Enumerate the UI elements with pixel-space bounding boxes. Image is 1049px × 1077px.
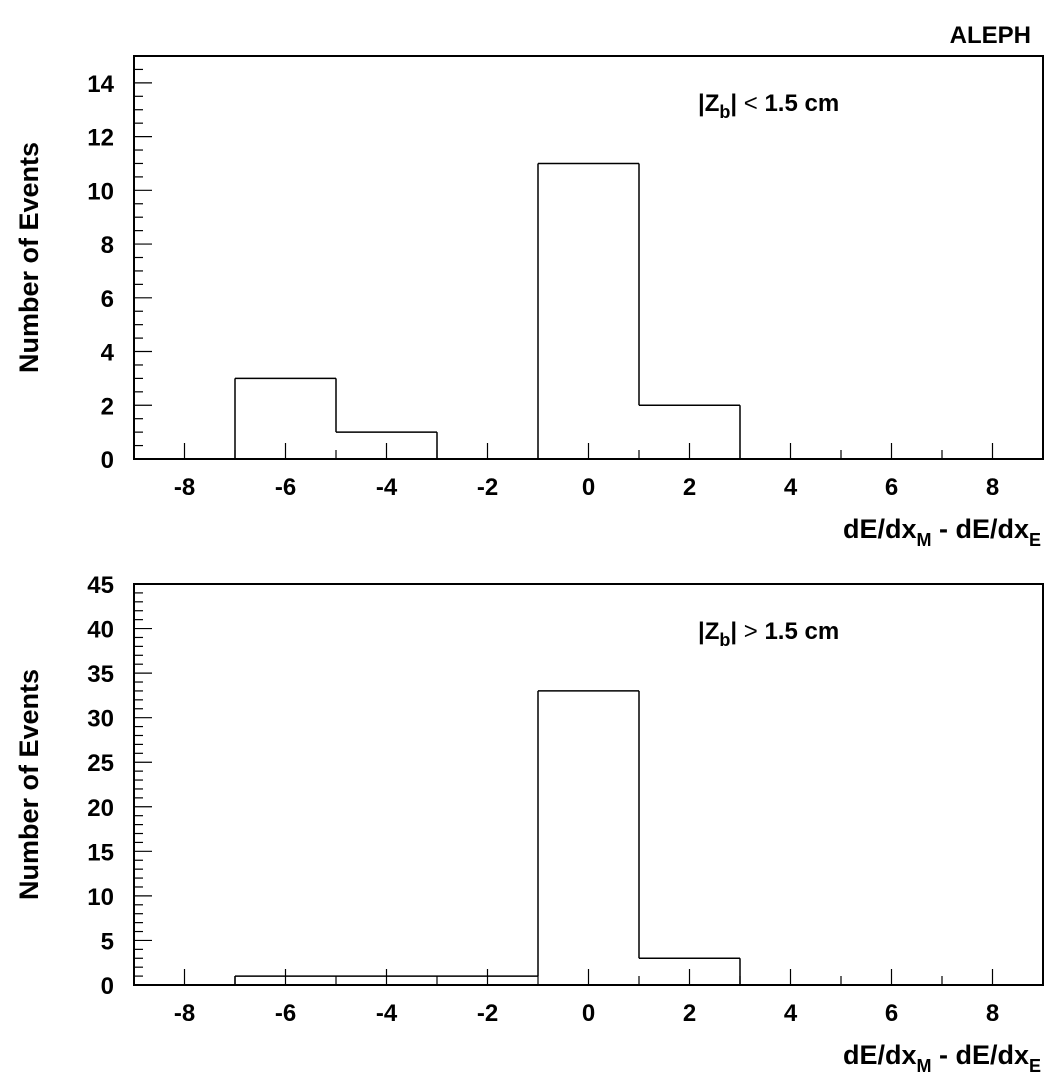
chart-panel-1: -8 -6 -4 -2 0 2 4 6 8 0 2 4 6 8 10 12 14 Number of Events…: [14, 55, 1044, 550]
x-tick-label: 8: [986, 1000, 999, 1027]
x-tick-label: 8: [986, 474, 999, 501]
x-axis-title: dE/dxM - dE/dxE: [843, 514, 1041, 550]
y-tick-label: 0: [101, 973, 114, 1000]
y-tick-label: 14: [87, 71, 114, 98]
cut-annotation: |Zb| > 1.5 cm: [698, 618, 839, 650]
x-tick-label: 4: [784, 474, 798, 501]
y-tick-label: 10: [87, 178, 114, 205]
x-tick-label: -6: [275, 1000, 296, 1027]
y-tick-label: 0: [101, 447, 114, 474]
histogram-outline: [234, 162, 741, 459]
plot-frame: [133, 55, 1044, 460]
x-tick-label: 0: [582, 1000, 595, 1027]
y-tick-label: 30: [87, 706, 114, 733]
experiment-label: ALEPH: [950, 22, 1031, 49]
x-tick-label: -8: [174, 1000, 195, 1027]
y-tick-label: 6: [101, 286, 114, 313]
cut-annotation: |Zb| < 1.5 cm: [698, 90, 839, 122]
y-tick-label: 45: [87, 572, 114, 599]
y-tick-label: 15: [87, 839, 114, 866]
x-tick-label: -4: [376, 474, 398, 501]
x-tick-label: -6: [275, 474, 296, 501]
y-tick-label: 2: [101, 393, 114, 420]
y-tick-label: 40: [87, 617, 114, 644]
histogram-outline: [234, 690, 741, 985]
y-axis-title: Number of Events: [14, 669, 44, 900]
histogram-bin: [538, 691, 639, 985]
y-tick-label: 8: [101, 232, 114, 259]
x-tick-label: 6: [885, 1000, 898, 1027]
y-tick-label: 12: [87, 125, 114, 152]
x-tick-label: -4: [376, 1000, 398, 1027]
y-tick-label: 10: [87, 884, 114, 911]
x-tick-label: -8: [174, 474, 195, 501]
y-tick-label: 5: [101, 928, 114, 955]
y-tick-label: 4: [101, 340, 115, 367]
y-axis-title: Number of Events: [14, 142, 44, 373]
x-tick-label: -2: [477, 474, 498, 501]
x-tick-label: 4: [784, 1000, 798, 1027]
x-axis-title: dE/dxM - dE/dxE: [843, 1040, 1041, 1076]
x-tick-label: 2: [683, 1000, 696, 1027]
chart-panel-2: -8 -6 -4 -2 0 2 4 6 8 0 5 10 15 20 25 30 35 40 45 Number of…: [14, 572, 1044, 1076]
plot-frame: [133, 583, 1044, 986]
x-tick-label: -2: [477, 1000, 498, 1027]
x-tick-label: 6: [885, 474, 898, 501]
histogram-bin: [538, 163, 639, 459]
x-tick-label: 2: [683, 474, 696, 501]
y-tick-label: 20: [87, 795, 114, 822]
x-tick-label: 0: [582, 474, 595, 501]
y-tick-label: 35: [87, 661, 114, 688]
y-tick-label: 25: [87, 750, 114, 777]
